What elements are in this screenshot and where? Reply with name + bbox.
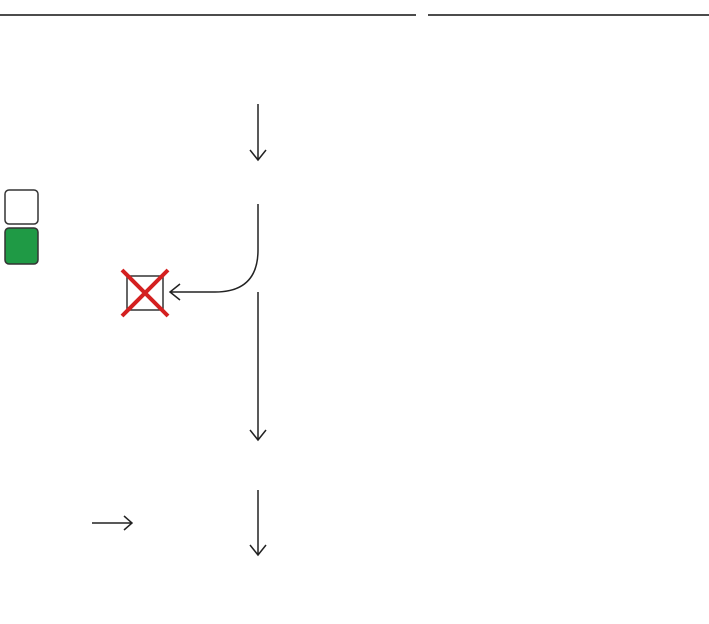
key-box — [4, 189, 39, 225]
key-box — [4, 227, 39, 265]
arrows — [92, 104, 267, 557]
cross — [120, 268, 170, 318]
